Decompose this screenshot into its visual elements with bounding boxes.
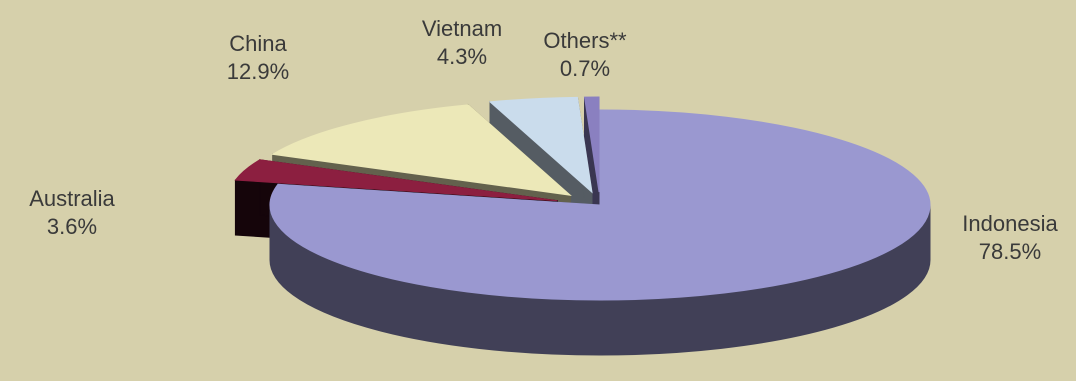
slice-label: Indonesia: [962, 211, 1058, 236]
slice: [269, 109, 931, 301]
slice: [234, 159, 558, 202]
slice: [488, 96, 593, 194]
slice-label: Others**: [543, 28, 627, 53]
slice-value-label: 4.3%: [437, 44, 487, 69]
slice-value-label: 3.6%: [47, 214, 97, 239]
slice-label: Australia: [29, 186, 115, 211]
slice-label: Vietnam: [422, 16, 502, 41]
slice: [583, 96, 600, 193]
slice-label: China: [229, 31, 287, 56]
slice: [271, 104, 572, 196]
slice-value-label: 78.5%: [979, 239, 1041, 264]
slice-value-label: 0.7%: [560, 56, 610, 81]
slice-value-label: 12.9%: [227, 59, 289, 84]
